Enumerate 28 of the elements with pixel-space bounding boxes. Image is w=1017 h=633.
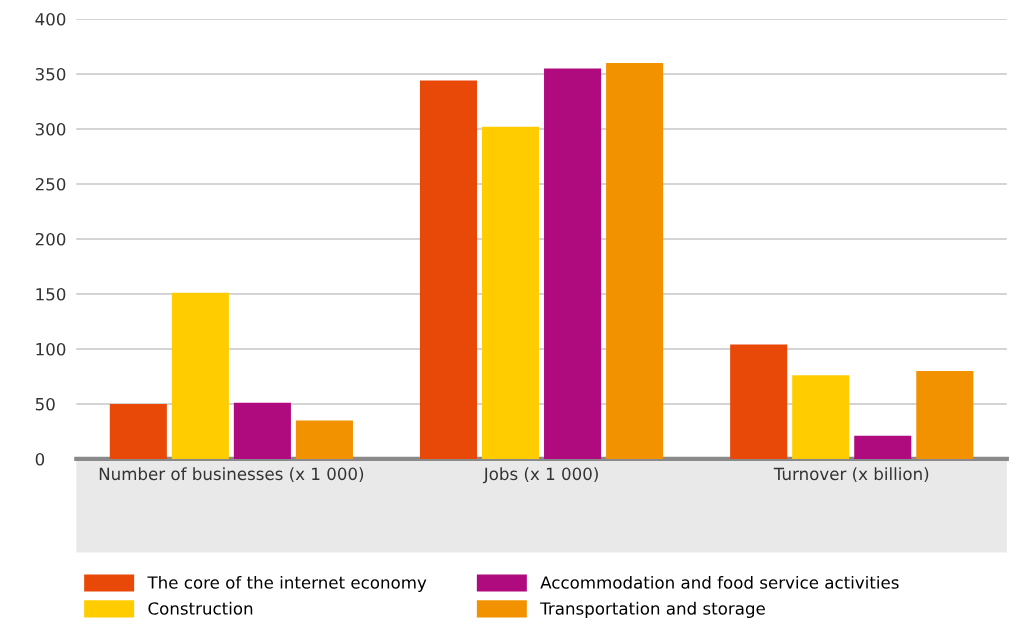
y-tick-label: 100	[36, 342, 66, 356]
x-tick-label: Number of businesses (x 1 000)	[99, 467, 364, 483]
y-tick-label: 300	[35, 122, 66, 136]
y-tick-label: 200	[35, 232, 66, 246]
bar	[233, 402, 291, 459]
x-tick-label: Turnover (x billion)	[773, 467, 929, 483]
bar	[295, 420, 353, 459]
x-tick-label: Jobs (x 1 000)	[482, 467, 598, 484]
legend-label: The core of the internet economy	[147, 575, 427, 593]
bar	[606, 62, 664, 459]
bar	[171, 292, 229, 459]
bar	[109, 403, 167, 459]
y-tick-label: 250	[35, 177, 66, 191]
y-tick-label: 400	[35, 12, 66, 26]
legend-label: Accommodation and food service activities	[540, 575, 899, 589]
bar	[730, 344, 788, 459]
y-tick-label: 350	[35, 67, 66, 81]
legend-label: Transportation and storage	[540, 601, 765, 618]
bar	[916, 370, 974, 459]
bar	[792, 375, 850, 459]
y-tick-label: 0	[35, 452, 45, 466]
bar	[482, 126, 540, 459]
bar	[419, 80, 478, 459]
bar	[544, 68, 602, 459]
legend-label: Construction	[148, 601, 253, 615]
y-tick-label: 50	[35, 397, 55, 411]
bar	[854, 435, 912, 459]
y-tick-label: 150	[36, 287, 66, 301]
